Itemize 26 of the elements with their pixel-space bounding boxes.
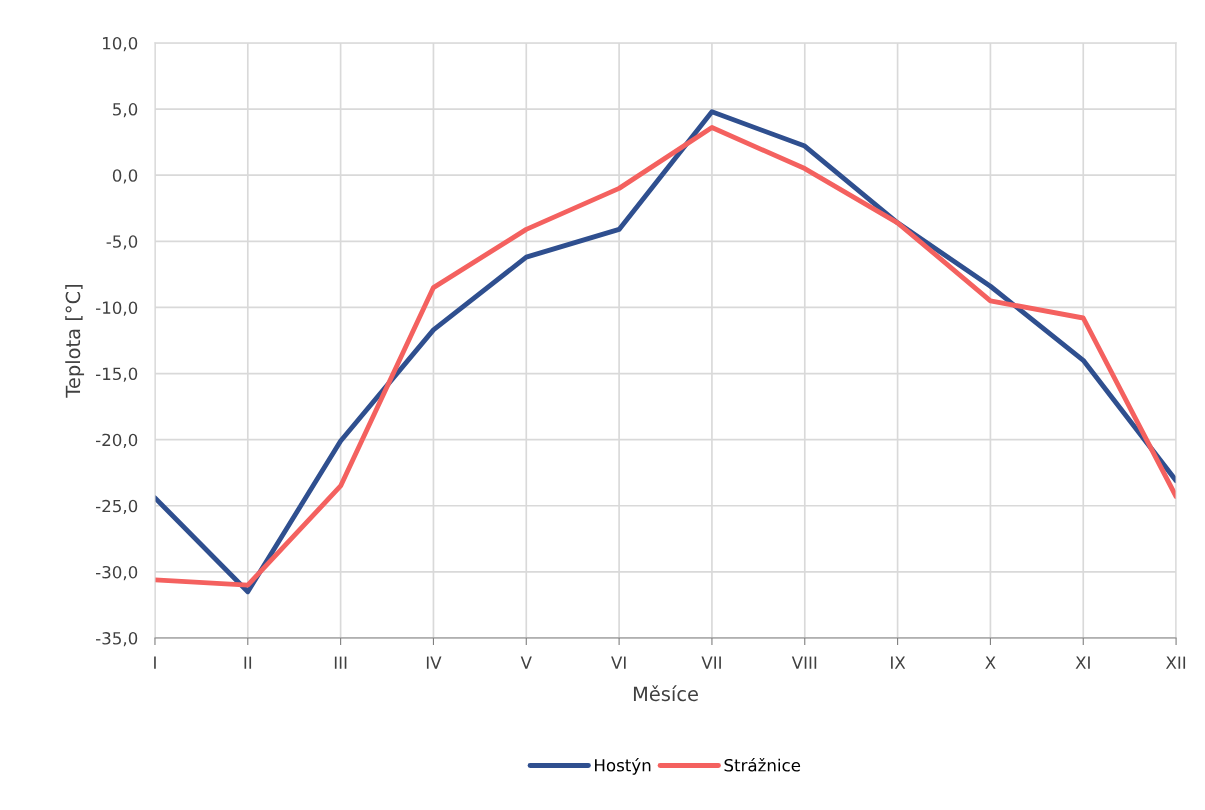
- x-axis-title: Měsíce: [633, 685, 698, 702]
- x-tick-label: XI: [1075, 656, 1090, 669]
- y-tick-label: -5,0: [106, 235, 138, 250]
- x-tick-label: VIII: [791, 656, 817, 669]
- y-tick-label: 5,0: [113, 103, 138, 118]
- x-tick-label: IX: [891, 656, 906, 669]
- y-tick-label: -20,0: [95, 433, 138, 448]
- x-tick-label: III: [334, 656, 347, 669]
- legend-label: Strážnice: [724, 757, 801, 772]
- y-tick-label: -25,0: [95, 499, 138, 515]
- y-tick-label: 0,0: [112, 169, 138, 184]
- y-tick-label: -10,0: [95, 301, 138, 316]
- x-tick-label: I: [154, 656, 156, 669]
- y-tick-label: -35,0: [95, 632, 138, 647]
- legend-label: Hostýn: [595, 757, 651, 775]
- x-tick-label: IV: [426, 656, 442, 669]
- x-tick-label: II: [244, 656, 252, 669]
- x-tick-label: X: [985, 656, 996, 669]
- y-axis-title: Teplota [°C]: [65, 284, 85, 398]
- y-tick-label: -15,0: [95, 367, 138, 382]
- x-tick-label: V: [520, 656, 532, 669]
- x-tick-label: XII: [1165, 656, 1186, 669]
- x-tick-label: VII: [701, 656, 721, 669]
- y-tick-label: 10,0: [103, 36, 138, 52]
- y-tick-label: -30,0: [95, 565, 138, 581]
- x-tick-label: VI: [611, 656, 626, 669]
